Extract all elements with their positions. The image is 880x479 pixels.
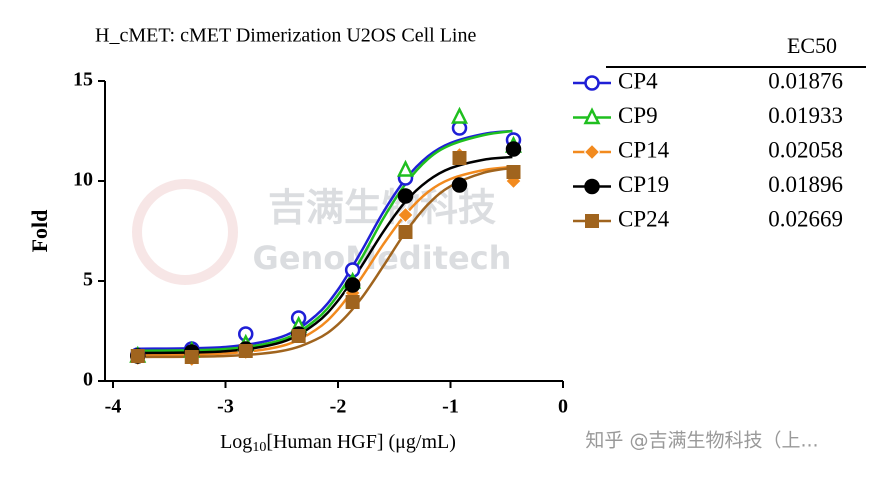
- data-point: [450, 106, 469, 124]
- fit-curve: [135, 129, 513, 353]
- data-point: [184, 350, 199, 364]
- data-point: [397, 206, 414, 224]
- y-tick-label: 0: [83, 369, 93, 391]
- fit-curve: [135, 129, 513, 351]
- legend-ec50: 0.01896: [768, 172, 843, 197]
- legend-ec50: 0.01933: [768, 103, 843, 128]
- data-point: [238, 344, 253, 358]
- data-point: [451, 177, 468, 193]
- data-point: [505, 141, 522, 157]
- data-point: [398, 225, 413, 239]
- data-point: [397, 188, 414, 204]
- data-point: [396, 159, 415, 177]
- legend-marker: [584, 75, 600, 91]
- legend-label: CP24: [618, 206, 670, 231]
- data-point: [291, 329, 306, 343]
- legend-label: CP9: [618, 103, 658, 128]
- legend-ec50: 0.01876: [768, 68, 843, 93]
- x-tick-label: -3: [217, 396, 234, 418]
- y-tick-label: 15: [73, 69, 93, 91]
- legend-label: CP14: [618, 137, 670, 162]
- y-tick-label: 5: [83, 269, 93, 291]
- data-point: [345, 295, 360, 309]
- y-tick-label: 10: [73, 169, 93, 191]
- fit-curve: [135, 165, 513, 357]
- watermark-logo: [132, 179, 238, 285]
- legend-marker: [583, 143, 601, 161]
- data-point: [452, 151, 467, 165]
- legend-label: CP4: [618, 68, 658, 93]
- fit-curve: [135, 166, 513, 359]
- fit-curve: [135, 155, 513, 355]
- x-tick-label: 0: [558, 396, 568, 418]
- legend-ec50: 0.02058: [768, 137, 843, 162]
- y-axis-label: Fold: [27, 210, 52, 253]
- data-point: [130, 349, 145, 363]
- legend-marker: [585, 214, 599, 228]
- x-label-sub: 10: [252, 440, 266, 455]
- x-axis-label: Log10[Human HGF] (μg/mL): [220, 431, 456, 456]
- legend-header: EC50: [787, 33, 837, 58]
- x-label-rest: [Human HGF] (μg/mL): [266, 431, 456, 453]
- legend-marker: [584, 178, 600, 195]
- chart-title: H_cMET: cMET Dimerization U2OS Cell Line: [95, 25, 476, 47]
- x-label-main: Log: [220, 431, 252, 453]
- legend-ec50: 0.02669: [768, 206, 843, 231]
- x-tick-label: -4: [105, 396, 122, 418]
- credit: 知乎 @吉满生物科技（上...: [585, 430, 818, 452]
- x-tick-label: -1: [442, 396, 459, 418]
- data-point: [506, 165, 521, 179]
- x-tick-label: -2: [330, 396, 347, 418]
- legend-label: CP19: [618, 172, 669, 197]
- legend-marker: [583, 107, 601, 125]
- data-point: [344, 277, 361, 293]
